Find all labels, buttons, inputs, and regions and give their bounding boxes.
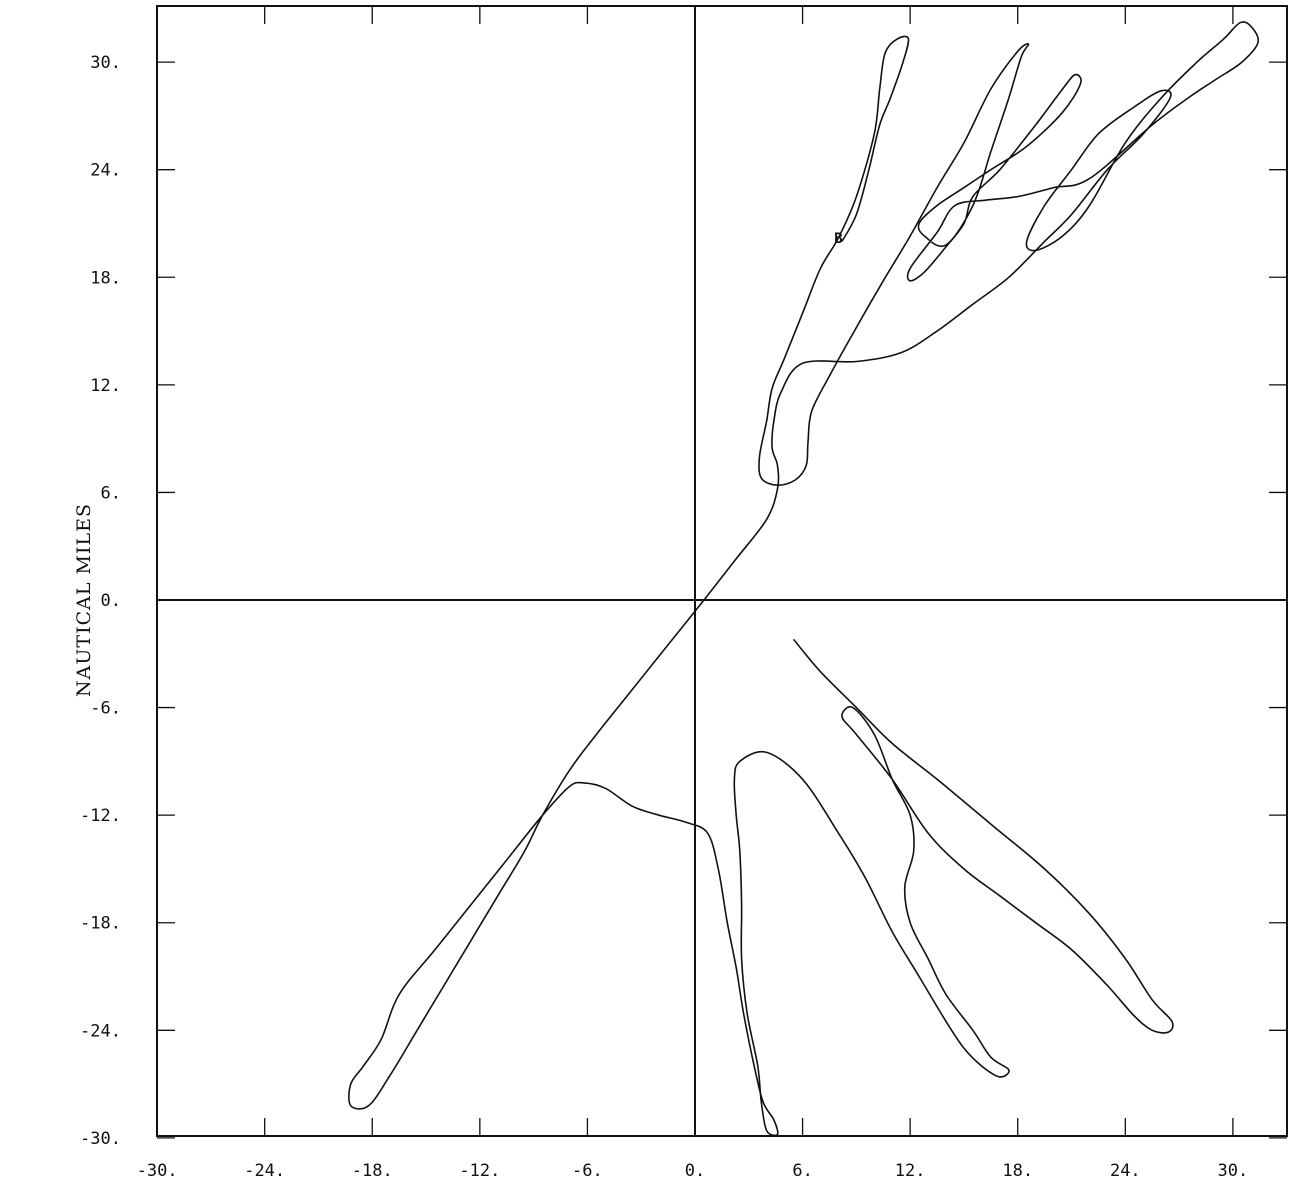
y-tick-label: 18. xyxy=(90,268,121,288)
x-tick-label: -30. xyxy=(137,1161,178,1181)
ticks-layer xyxy=(156,6,1287,1139)
x-tick-label: 18. xyxy=(1002,1161,1033,1181)
y-tick-label: -30. xyxy=(80,1129,121,1149)
y-tick-label: 24. xyxy=(90,161,121,181)
origin-axes xyxy=(157,6,1287,1136)
y-tick-label: -18. xyxy=(80,914,121,934)
x-tick-label: 12. xyxy=(895,1161,926,1181)
y-tick-label: 30. xyxy=(90,53,121,73)
y-tick-label: -12. xyxy=(80,806,121,826)
y-tick-label: -6. xyxy=(90,699,121,719)
y-tick-label: 0. xyxy=(101,591,121,611)
tick-labels: -30. -24. -18. -12. -6. 0. 6. 12. 18. 24. 30. 30. 24… xyxy=(80,53,1248,1181)
marker-b-label: B xyxy=(834,231,842,247)
x-tick-label: -6. xyxy=(572,1161,603,1181)
series-layer xyxy=(348,21,1260,1137)
y-tick-label: 6. xyxy=(101,483,121,503)
x-tick-label: -24. xyxy=(244,1161,285,1181)
x-tick-label: 6. xyxy=(792,1161,812,1181)
y-axis-title: NAUTICAL MILES xyxy=(73,503,95,697)
x-tick-label: 30. xyxy=(1218,1161,1249,1181)
track-line xyxy=(348,21,1260,1137)
x-tick-label: 0. xyxy=(685,1161,705,1181)
y-tick-label: -24. xyxy=(80,1021,121,1041)
plot-frame xyxy=(156,5,1288,1137)
x-tick-label: 24. xyxy=(1110,1161,1141,1181)
x-tick-label: -12. xyxy=(459,1161,500,1181)
y-tick-label: 12. xyxy=(90,376,121,396)
marker-layer: B xyxy=(834,231,842,247)
x-tick-label: -18. xyxy=(352,1161,393,1181)
